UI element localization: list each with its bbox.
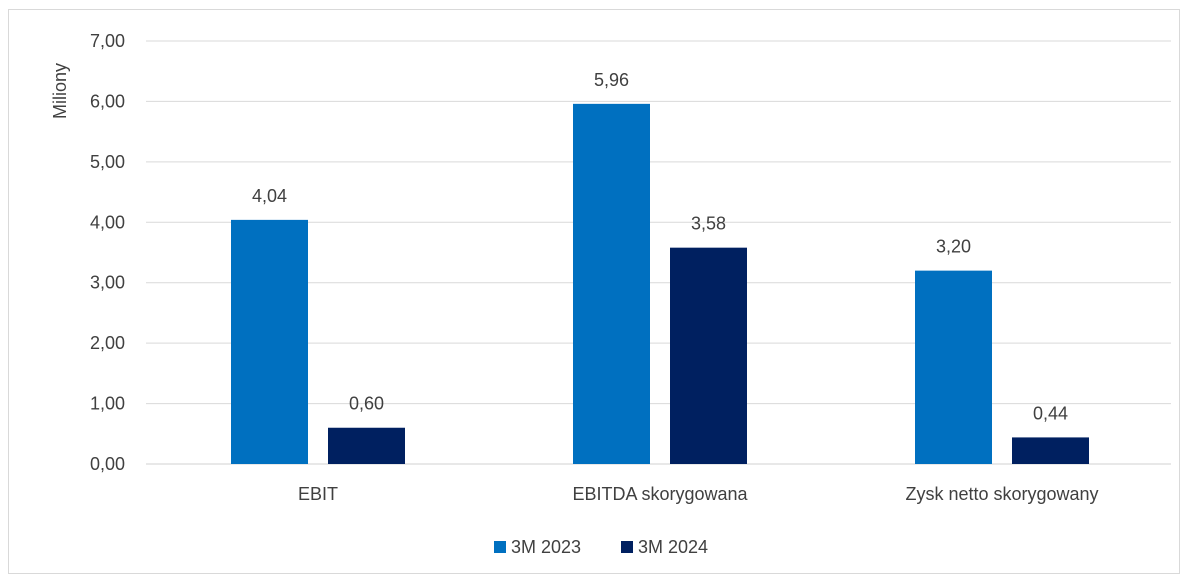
legend-label: 3M 2023 (511, 537, 581, 557)
y-tick-label: 7,00 (90, 31, 125, 51)
legend-swatch (494, 541, 506, 553)
bars (231, 103, 1089, 465)
x-axis-ticks: EBIT EBITDA skorygowana Zysk netto skorygo… (298, 484, 1099, 504)
legend-swatch (621, 541, 633, 553)
y-tick-label: 1,00 (90, 394, 125, 414)
legend: 3M 2023 3M 2024 (494, 537, 708, 557)
x-tick-label: EBITDA skorygowana (572, 484, 748, 504)
bar-3m-2023 (231, 219, 308, 464)
x-tick-label: Zysk netto skorygowany (905, 484, 1098, 504)
y-tick-label: 0,00 (90, 454, 125, 474)
legend-label: 3M 2024 (638, 537, 708, 557)
data-label: 3,20 (936, 237, 971, 257)
y-tick-label: 3,00 (90, 273, 125, 293)
data-label: 0,60 (349, 394, 384, 414)
data-label: 3,58 (691, 214, 726, 234)
data-label: 4,04 (252, 186, 287, 206)
bar-3m-2024 (328, 427, 405, 464)
bar-3m-2024 (1012, 437, 1089, 464)
bar-3m-2023 (573, 103, 650, 465)
y-axis-title: Miliony (50, 63, 70, 119)
y-tick-label: 4,00 (90, 212, 125, 232)
bar-3m-2023 (915, 270, 992, 464)
y-tick-label: 2,00 (90, 333, 125, 353)
bar-3m-2024 (670, 247, 747, 464)
data-label: 0,44 (1033, 403, 1068, 423)
y-axis-ticks: 0,00 1,00 2,00 3,00 4,00 5,00 6,00 7,00 (90, 31, 125, 474)
data-label: 5,96 (594, 70, 629, 90)
gridlines (146, 40, 1171, 465)
data-labels: 4,04 0,60 5,96 3,58 3,20 0,44 (252, 70, 1068, 424)
y-tick-label: 6,00 (90, 91, 125, 111)
y-tick-label: 5,00 (90, 152, 125, 172)
x-tick-label: EBIT (298, 484, 338, 504)
